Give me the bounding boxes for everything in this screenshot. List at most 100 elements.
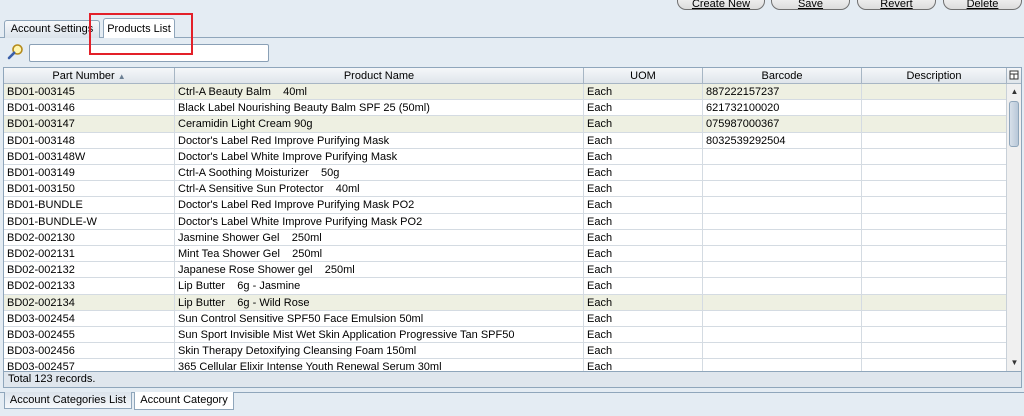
cell-barcode[interactable]	[703, 229, 862, 246]
cell-uom[interactable]: Each	[584, 294, 703, 311]
cell-barcode[interactable]	[703, 327, 862, 343]
cell-description[interactable]	[862, 310, 1007, 327]
column-header-description[interactable]: Description	[862, 68, 1007, 84]
table-row[interactable]: BD01-003150 Ctrl-A Sensitive Sun Protecto…	[4, 181, 1007, 198]
cell-barcode[interactable]	[703, 181, 862, 198]
cell-uom[interactable]: Each	[584, 327, 703, 343]
cell-barcode[interactable]	[703, 246, 862, 262]
cell-barcode[interactable]: 8032539292504	[703, 132, 862, 149]
cell-description[interactable]	[862, 229, 1007, 246]
column-header-product-name[interactable]: Product Name	[175, 68, 584, 84]
cell-uom[interactable]: Each	[584, 148, 703, 165]
cell-uom[interactable]: Each	[584, 84, 703, 100]
cell-barcode[interactable]	[703, 278, 862, 295]
column-header-part-number[interactable]: Part Number ▲	[4, 68, 175, 84]
cell-barcode[interactable]: 887222157237	[703, 84, 862, 100]
cell-product-name[interactable]: Japanese Rose Shower gel 250ml	[175, 262, 584, 279]
cell-barcode[interactable]	[703, 197, 862, 214]
tab-account-settings[interactable]: Account Settings	[4, 20, 100, 38]
cell-description[interactable]	[862, 197, 1007, 214]
column-chooser-icon[interactable]	[1006, 68, 1021, 84]
cell-product-name[interactable]: Lip Butter 6g - Jasmine	[175, 278, 584, 295]
cell-description[interactable]	[862, 116, 1007, 133]
cell-product-name[interactable]: Ctrl-A Beauty Balm 40ml	[175, 84, 584, 100]
tab-account-categories-list[interactable]: Account Categories List	[4, 392, 132, 409]
table-row[interactable]: BD01-003148 Doctor's Label Red Improve Pu…	[4, 132, 1007, 149]
cell-product-name[interactable]: 365 Cellular Elixir Intense Youth Renewa…	[175, 359, 584, 371]
cell-product-name[interactable]: Doctor's Label Red Improve Purifying Mas…	[175, 197, 584, 214]
cell-description[interactable]	[862, 84, 1007, 100]
cell-product-name[interactable]: Ctrl-A Soothing Moisturizer 50g	[175, 165, 584, 181]
cell-uom[interactable]: Each	[584, 197, 703, 214]
cell-description[interactable]	[862, 246, 1007, 262]
cell-barcode[interactable]	[703, 165, 862, 181]
column-header-uom[interactable]: UOM	[584, 68, 703, 84]
cell-product-name[interactable]: Sun Control Sensitive SPF50 Face Emulsio…	[175, 310, 584, 327]
cell-description[interactable]	[862, 278, 1007, 295]
table-row[interactable]: BD03-002456 Skin Therapy Detoxifying Clea…	[4, 343, 1007, 360]
table-row[interactable]: BD03-002457 365 Cellular Elixir Intense Y…	[4, 359, 1007, 371]
cell-part-number[interactable]: BD01-BUNDLE	[4, 197, 175, 214]
scrollbar-thumb[interactable]	[1009, 101, 1019, 147]
cell-part-number[interactable]: BD01-003149	[4, 165, 175, 181]
cell-part-number[interactable]: BD03-002457	[4, 359, 175, 371]
cell-description[interactable]	[862, 327, 1007, 343]
search-icon[interactable]	[7, 43, 25, 61]
cell-description[interactable]	[862, 359, 1007, 371]
cell-part-number[interactable]: BD02-002130	[4, 229, 175, 246]
cell-uom[interactable]: Each	[584, 213, 703, 230]
cell-part-number[interactable]: BD03-002456	[4, 343, 175, 360]
cell-description[interactable]	[862, 181, 1007, 198]
tab-products-list[interactable]: Products List	[103, 18, 175, 38]
cell-description[interactable]	[862, 262, 1007, 279]
cell-barcode[interactable]	[703, 213, 862, 230]
table-row[interactable]: BD02-002131 Mint Tea Shower Gel 250ml Each	[4, 246, 1007, 263]
cell-product-name[interactable]: Doctor's Label White Improve Purifying M…	[175, 148, 584, 165]
table-row[interactable]: BD02-002134 Lip Butter 6g - Wild Rose Each	[4, 294, 1007, 311]
cell-uom[interactable]: Each	[584, 246, 703, 262]
cell-product-name[interactable]: Jasmine Shower Gel 250ml	[175, 229, 584, 246]
cell-barcode[interactable]	[703, 343, 862, 360]
cell-product-name[interactable]: Black Label Nourishing Beauty Balm SPF 2…	[175, 100, 584, 117]
cell-uom[interactable]: Each	[584, 132, 703, 149]
scroll-up-icon[interactable]: ▲	[1010, 87, 1019, 96]
table-row[interactable]: BD01-003148W Doctor's Label White Improve…	[4, 148, 1007, 165]
cell-product-name[interactable]: Doctor's Label White Improve Purifying M…	[175, 213, 584, 230]
cell-uom[interactable]: Each	[584, 359, 703, 371]
cell-product-name[interactable]: Sun Sport Invisible Mist Wet Skin Applic…	[175, 327, 584, 343]
table-row[interactable]: BD01-003146 Black Label Nourishing Beauty…	[4, 100, 1007, 117]
cell-barcode[interactable]: 075987000367	[703, 116, 862, 133]
cell-uom[interactable]: Each	[584, 116, 703, 133]
cell-part-number[interactable]: BD03-002455	[4, 327, 175, 343]
cell-product-name[interactable]: Doctor's Label Red Improve Purifying Mas…	[175, 132, 584, 149]
cell-barcode[interactable]	[703, 359, 862, 371]
cell-product-name[interactable]: Lip Butter 6g - Wild Rose	[175, 294, 584, 311]
cell-description[interactable]	[862, 294, 1007, 311]
cell-part-number[interactable]: BD01-003148	[4, 132, 175, 149]
cell-part-number[interactable]: BD01-003150	[4, 181, 175, 198]
cell-product-name[interactable]: Ctrl-A Sensitive Sun Protector 40ml	[175, 181, 584, 198]
cell-description[interactable]	[862, 213, 1007, 230]
cell-barcode[interactable]	[703, 148, 862, 165]
delete-button[interactable]: Delete	[943, 0, 1022, 10]
cell-uom[interactable]: Each	[584, 262, 703, 279]
table-row[interactable]: BD01-003145 Ctrl-A Beauty Balm 40ml Each 88…	[4, 84, 1007, 101]
table-row[interactable]: BD01-BUNDLE Doctor's Label Red Improve Pu…	[4, 197, 1007, 214]
cell-uom[interactable]: Each	[584, 229, 703, 246]
cell-part-number[interactable]: BD01-003146	[4, 100, 175, 117]
cell-barcode[interactable]: 621732100020	[703, 100, 862, 117]
vertical-scrollbar[interactable]: ▲ ▼	[1006, 84, 1021, 371]
cell-part-number[interactable]: BD01-003147	[4, 116, 175, 133]
table-row[interactable]: BD02-002130 Jasmine Shower Gel 250ml Each	[4, 229, 1007, 246]
cell-uom[interactable]: Each	[584, 181, 703, 198]
table-row[interactable]: BD02-002132 Japanese Rose Shower gel 250m…	[4, 262, 1007, 279]
cell-part-number[interactable]: BD02-002131	[4, 246, 175, 262]
tab-account-category[interactable]: Account Category	[134, 392, 234, 410]
cell-uom[interactable]: Each	[584, 100, 703, 117]
scroll-down-icon[interactable]: ▼	[1010, 358, 1019, 367]
column-header-barcode[interactable]: Barcode	[703, 68, 862, 84]
cell-part-number[interactable]: BD01-003145	[4, 84, 175, 100]
cell-description[interactable]	[862, 343, 1007, 360]
cell-product-name[interactable]: Skin Therapy Detoxifying Cleansing Foam …	[175, 343, 584, 360]
revert-button[interactable]: Revert	[857, 0, 936, 10]
